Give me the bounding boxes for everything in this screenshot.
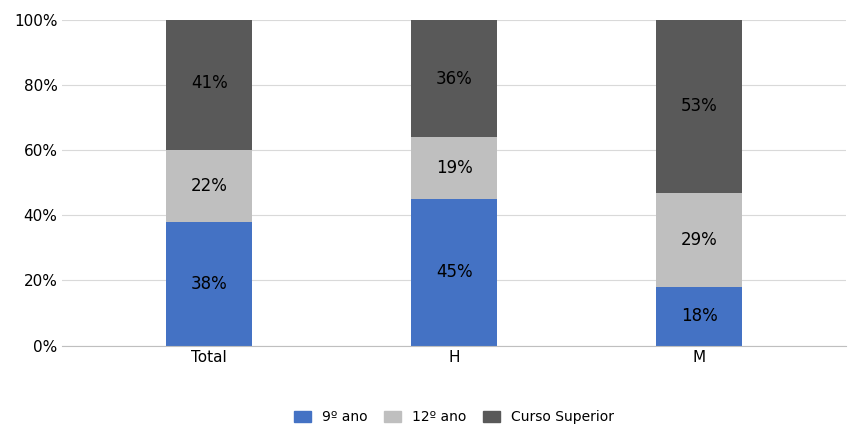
Bar: [656, 20, 742, 193]
Text: 38%: 38%: [191, 275, 228, 293]
Text: 19%: 19%: [436, 159, 472, 177]
Text: 53%: 53%: [681, 97, 717, 115]
Bar: [166, 150, 252, 222]
Text: 22%: 22%: [191, 177, 228, 195]
Bar: [411, 137, 497, 199]
Bar: [656, 193, 742, 287]
Bar: [166, 16, 252, 150]
Bar: [411, 20, 497, 137]
Bar: [656, 287, 742, 346]
Text: 45%: 45%: [436, 264, 472, 281]
Legend: 9º ano, 12º ano, Curso Superior: 9º ano, 12º ano, Curso Superior: [289, 405, 619, 430]
Text: 29%: 29%: [681, 231, 717, 249]
Text: 36%: 36%: [436, 70, 472, 88]
Bar: [166, 222, 252, 346]
Bar: [411, 199, 497, 346]
Text: 18%: 18%: [681, 307, 717, 325]
Text: 41%: 41%: [191, 74, 228, 92]
